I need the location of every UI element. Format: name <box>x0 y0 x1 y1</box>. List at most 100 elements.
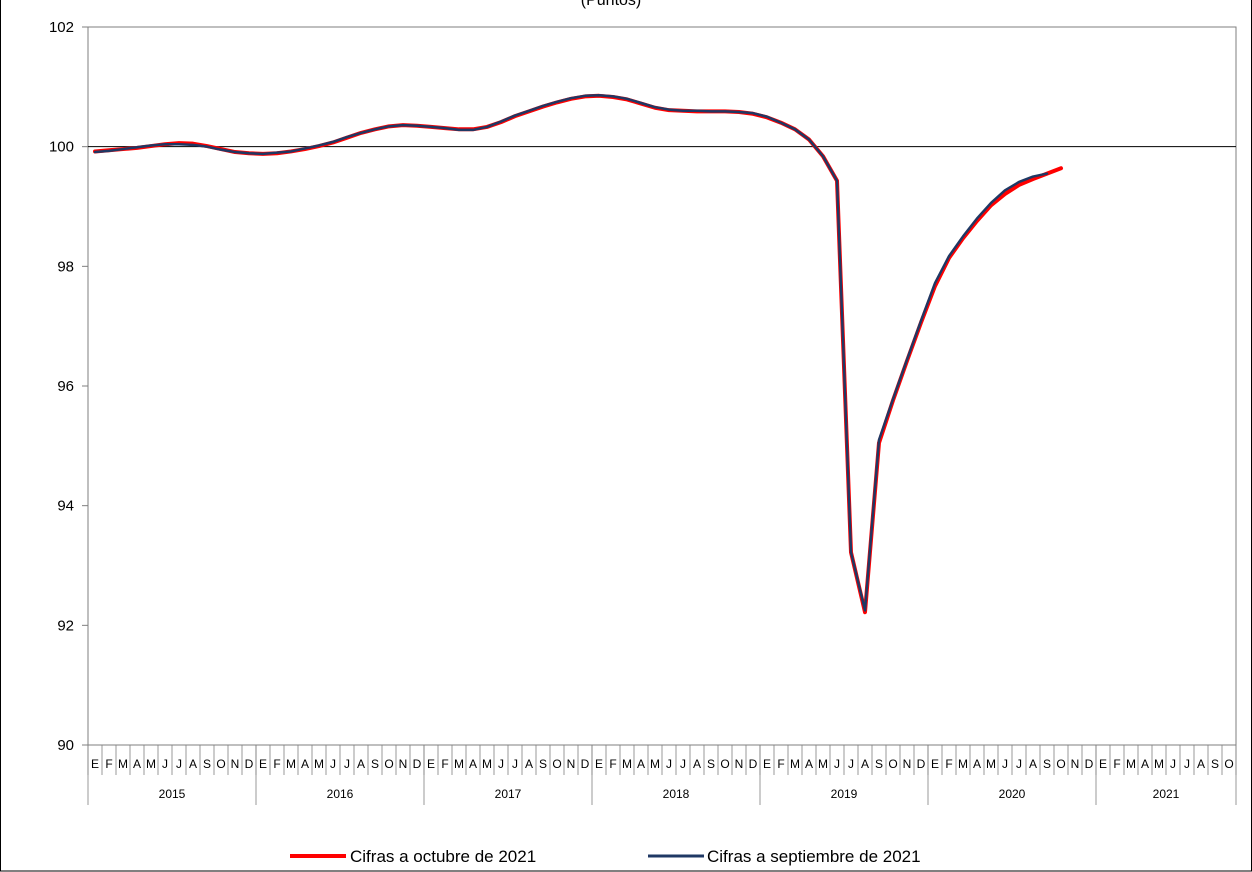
x-month-label: S <box>707 757 715 771</box>
x-month-label: D <box>917 757 926 771</box>
x-month-label: J <box>1016 757 1022 771</box>
x-month-label: F <box>777 757 784 771</box>
x-month-label: S <box>875 757 883 771</box>
x-month-label: J <box>330 757 336 771</box>
x-month-label: O <box>552 757 561 771</box>
x-month-label: A <box>1141 757 1149 771</box>
x-month-label: O <box>216 757 225 771</box>
x-month-label: F <box>441 757 448 771</box>
x-month-label: J <box>162 757 168 771</box>
x-month-label: N <box>735 757 744 771</box>
x-month-label: A <box>805 757 813 771</box>
x-month-label: A <box>525 757 533 771</box>
x-month-label: F <box>1113 757 1120 771</box>
x-month-label: O <box>384 757 393 771</box>
x-month-label: J <box>834 757 840 771</box>
chart-subtitle: (Puntos) <box>581 0 641 9</box>
x-month-label: S <box>203 757 211 771</box>
x-month-label: M <box>454 757 464 771</box>
x-month-label: A <box>1197 757 1205 771</box>
x-month-label: E <box>931 757 939 771</box>
legend-label-1: Cifras a octubre de 2021 <box>350 847 536 866</box>
x-month-label: M <box>818 757 828 771</box>
x-month-label: A <box>1029 757 1037 771</box>
legend-label-2: Cifras a septiembre de 2021 <box>707 847 921 866</box>
x-month-label: E <box>91 757 99 771</box>
y-tick-label: 94 <box>57 498 74 515</box>
x-month-label: A <box>469 757 477 771</box>
y-tick-label: 100 <box>49 139 74 156</box>
x-month-label: A <box>189 757 197 771</box>
x-month-label: A <box>357 757 365 771</box>
x-month-label: M <box>1126 757 1136 771</box>
x-year-label: 2020 <box>999 787 1026 801</box>
legend: Cifras a octubre de 2021 Cifras a septiem… <box>290 847 921 866</box>
x-month-label: M <box>118 757 128 771</box>
x-month-label: O <box>1224 757 1233 771</box>
x-month-label: J <box>666 757 672 771</box>
plot-background <box>87 26 1237 746</box>
x-month-label: J <box>176 757 182 771</box>
x-month-label: F <box>105 757 112 771</box>
x-month-label: D <box>581 757 590 771</box>
x-month-label: A <box>637 757 645 771</box>
x-month-label: N <box>399 757 408 771</box>
x-year-label: 2021 <box>1153 787 1180 801</box>
x-month-label: N <box>903 757 912 771</box>
x-year-label: 2017 <box>495 787 522 801</box>
x-year-label: 2019 <box>831 787 858 801</box>
x-month-label: J <box>512 757 518 771</box>
x-year-label: 2016 <box>327 787 354 801</box>
y-tick-label: 102 <box>49 19 74 36</box>
x-month-label: S <box>1043 757 1051 771</box>
x-month-label: M <box>146 757 156 771</box>
x-month-label: F <box>609 757 616 771</box>
x-month-label: O <box>720 757 729 771</box>
x-month-label: A <box>861 757 869 771</box>
x-month-label: D <box>749 757 758 771</box>
x-month-label: M <box>1154 757 1164 771</box>
series-line-2 <box>93 93 1049 612</box>
y-tick-label: 92 <box>57 617 74 634</box>
x-month-label: E <box>427 757 435 771</box>
x-month-label: M <box>790 757 800 771</box>
x-month-label: D <box>1085 757 1094 771</box>
x-month-label: J <box>680 757 686 771</box>
x-month-label: J <box>1170 757 1176 771</box>
x-month-label: S <box>539 757 547 771</box>
x-month-label: J <box>1002 757 1008 771</box>
x-month-label: N <box>231 757 240 771</box>
x-year-label: 2018 <box>663 787 690 801</box>
x-month-label: M <box>314 757 324 771</box>
x-month-label: E <box>763 757 771 771</box>
x-month-label: S <box>371 757 379 771</box>
x-month-label: N <box>567 757 576 771</box>
x-month-label: F <box>273 757 280 771</box>
x-year-label: 2015 <box>159 787 186 801</box>
x-month-label: A <box>973 757 981 771</box>
x-month-label: E <box>259 757 267 771</box>
x-month-label: E <box>595 757 603 771</box>
x-month-label: D <box>245 757 254 771</box>
x-month-label: M <box>986 757 996 771</box>
x-month-label: M <box>286 757 296 771</box>
y-tick-label: 96 <box>57 378 74 395</box>
x-month-label: N <box>1071 757 1080 771</box>
x-month-label: O <box>1056 757 1065 771</box>
y-tick-label: 90 <box>57 737 74 754</box>
x-month-label: J <box>498 757 504 771</box>
x-month-label: M <box>622 757 632 771</box>
x-month-label: M <box>650 757 660 771</box>
x-month-label: A <box>693 757 701 771</box>
x-month-label: E <box>1099 757 1107 771</box>
x-month-label: J <box>848 757 854 771</box>
x-month-label: A <box>301 757 309 771</box>
x-month-label: J <box>1184 757 1190 771</box>
x-month-label: O <box>888 757 897 771</box>
x-month-label: M <box>958 757 968 771</box>
x-month-label: D <box>413 757 422 771</box>
x-month-label: F <box>945 757 952 771</box>
